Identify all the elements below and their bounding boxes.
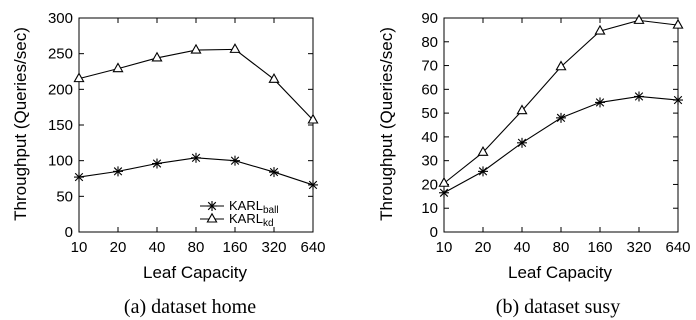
chart-susy-point-star: [439, 187, 449, 198]
chart-home-point-star: [308, 179, 318, 190]
chart-susy-plot-frame: [443, 17, 679, 233]
chart-susy-series-line-star: [443, 95, 679, 194]
legend-label-ball-name: KARL: [229, 198, 263, 213]
chart-susy-point-triangle: [594, 24, 606, 35]
chart-home-ytick-label: 50: [56, 188, 73, 205]
chart-home-legend: KARLball KARLkd: [200, 198, 279, 229]
chart-home-caption: (a) dataset home: [124, 296, 256, 318]
chart-home-xtick-label: 20: [110, 239, 127, 256]
chart-susy-point-triangle: [672, 18, 684, 29]
chart-home-point-star: [113, 166, 123, 177]
chart-susy-point-star: [595, 97, 605, 108]
chart-home-xtick-label: 40: [149, 239, 166, 256]
chart-susy-point-star: [673, 95, 683, 106]
chart-home-point-star: [230, 155, 240, 166]
chart-susy-ytick-label: 10: [421, 200, 438, 217]
chart-home-xtick-label: 160: [222, 239, 247, 256]
chart-home-series-line-triangle: [78, 48, 314, 121]
chart-susy-point-triangle: [516, 104, 528, 115]
chart-home-ytick-label: 150: [48, 117, 73, 134]
chart-susy-ylabel: Throughput (Queries/sec): [377, 27, 396, 221]
legend-label-kd-name: KARL: [229, 211, 263, 226]
chart-susy-xtick-label: 80: [553, 239, 570, 256]
chart-susy-caption: (b) dataset susy: [496, 296, 620, 318]
chart-susy-point-star: [478, 166, 488, 177]
chart-susy-ytick-label: 20: [421, 176, 438, 193]
chart-susy-xtick-label: 40: [514, 239, 531, 256]
chart-susy-point-triangle: [477, 146, 489, 156]
chart-susy-ytick-label: 80: [421, 34, 438, 51]
chart-home-point-triangle: [112, 62, 124, 73]
chart-home-ytick-label: 300: [48, 10, 73, 27]
legend-label-ball: KARLball: [229, 198, 279, 216]
chart-home-point-star: [152, 158, 162, 169]
chart-susy-point-star: [634, 91, 644, 102]
chart-home-ylabel: Throughput (Queries/sec): [11, 27, 30, 221]
chart-home: 0 50 100 150 200 250 300 10 20 40 80 160 320 640: [48, 10, 326, 256]
legend-label-kd: KARLkd: [229, 211, 274, 229]
chart-home-point-triangle: [307, 113, 319, 124]
chart-susy-ytick-label: 90: [421, 10, 438, 27]
legend-marker-ball: [200, 201, 224, 211]
chart-susy-ytick-label: 40: [421, 129, 438, 146]
chart-home-ytick-label: 200: [48, 81, 73, 98]
chart-susy-point-triangle: [633, 14, 645, 24]
chart-susy-point-star: [517, 137, 527, 148]
chart-susy-xtick-label: 160: [587, 239, 612, 256]
chart-home-point-triangle: [151, 51, 163, 62]
chart-susy-ytick-label: 70: [421, 58, 438, 75]
chart-home-xtick-label: 640: [300, 239, 325, 256]
chart-home-point-triangle: [190, 43, 202, 54]
chart-susy-point-star: [556, 112, 566, 123]
chart-susy-xtick-label: 320: [626, 239, 651, 256]
legend-label-kd-sub: kd: [263, 218, 274, 229]
chart-home-ytick-label: 0: [65, 224, 73, 241]
chart-susy-ytick-label: 30: [421, 153, 438, 170]
chart-susy-series-line-triangle: [443, 19, 679, 184]
chart-home-point-star: [269, 167, 279, 178]
chart-home-point-triangle: [73, 72, 85, 83]
chart-home-point-triangle: [229, 43, 241, 53]
chart-susy-point-triangle: [555, 60, 567, 71]
chart-susy-xtick-label: 640: [665, 239, 690, 256]
chart-home-xtick-label: 320: [261, 239, 286, 256]
chart-home-point-star: [191, 152, 201, 163]
chart-home-ytick-label: 250: [48, 46, 73, 63]
chart-home-ytick-label: 100: [48, 153, 73, 170]
chart-susy-ytick-label: 0: [430, 224, 438, 241]
chart-home-point-triangle: [268, 73, 280, 83]
chart-home-xtick-label: 80: [188, 239, 205, 256]
chart-susy-xtick-label: 20: [475, 239, 492, 256]
chart-home-xlabel: Leaf Capacity: [143, 263, 247, 282]
chart-home-xtick-label: 10: [71, 239, 88, 256]
legend-marker-symbol: [206, 212, 218, 223]
legend-marker-kd: [200, 212, 224, 223]
chart-susy-xlabel: Leaf Capacity: [508, 263, 612, 282]
chart-susy-ytick-label: 50: [421, 105, 438, 122]
chart-susy-point-triangle: [438, 176, 450, 187]
chart-susy-ytick-label: 60: [421, 81, 438, 98]
legend-label-ball-sub: ball: [263, 205, 279, 216]
legend-marker-symbol: [207, 201, 217, 211]
chart-home-point-star: [74, 172, 84, 183]
chart-susy-xtick-label: 10: [436, 239, 453, 256]
